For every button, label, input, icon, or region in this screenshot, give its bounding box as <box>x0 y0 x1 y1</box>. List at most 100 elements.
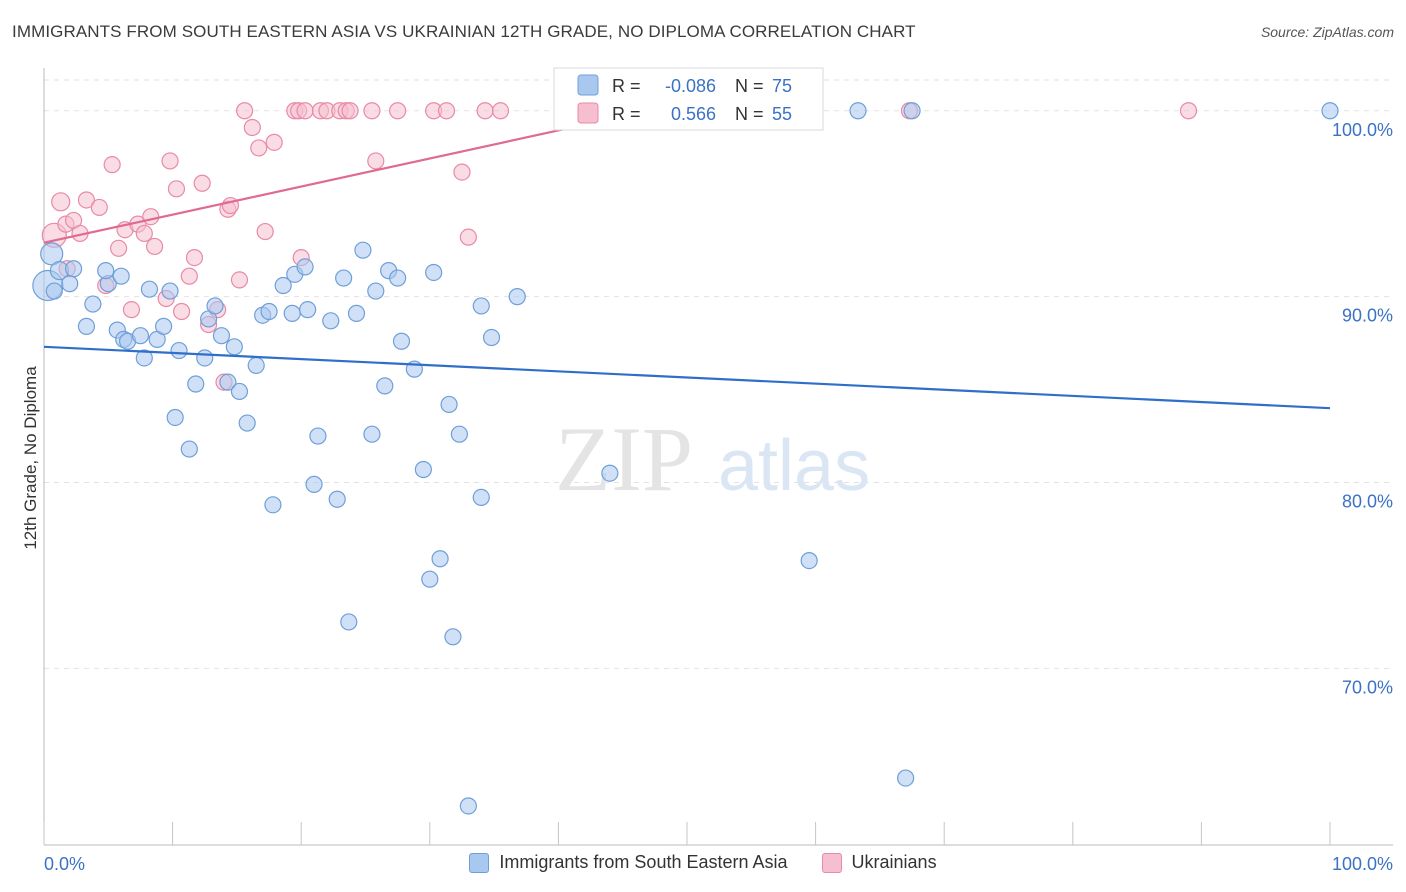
source-label: Source: ZipAtlas.com <box>1260 24 1394 40</box>
x-tick-labels: 0.0% 100.0% <box>44 854 1393 874</box>
legend-label-sea: Immigrants from South Eastern Asia <box>499 852 788 872</box>
ukrainian-point <box>230 271 249 289</box>
legend-item-ukrainians[interactable]: Ukrainians <box>821 852 937 873</box>
watermark-atlas: atlas <box>718 426 870 506</box>
sea-point <box>206 297 224 315</box>
ukrainian-point <box>180 267 198 285</box>
sea-point <box>601 464 619 482</box>
ukrainian-point <box>476 102 494 120</box>
sea-point <box>40 242 64 266</box>
stats-n-label-blue: N = <box>735 76 764 96</box>
ukrainian-point <box>453 163 471 181</box>
stats-r-label-blue: R = <box>612 76 641 96</box>
x-tick-label-min: 0.0% <box>44 854 85 874</box>
sea-point <box>440 395 458 414</box>
sea-point <box>112 267 130 285</box>
sea-point <box>45 282 63 300</box>
sea-point <box>482 328 501 347</box>
sea-point <box>166 408 184 427</box>
sea-point <box>247 356 265 375</box>
sea-point <box>299 301 317 319</box>
ukrainian-point <box>459 228 477 246</box>
sea-point <box>274 276 292 295</box>
grid-lines <box>44 79 1393 669</box>
sea-point <box>347 304 366 322</box>
y-tick-label: 100.0% <box>1332 120 1393 140</box>
ukrainian-point <box>491 102 510 120</box>
ukrainian-point <box>437 102 456 120</box>
sea-point <box>450 425 468 443</box>
stats-r-label-pink: R = <box>612 104 641 124</box>
legend-item-sea[interactable]: Immigrants from South Eastern Asia <box>469 852 788 873</box>
sea-point <box>431 550 449 568</box>
sea-point <box>140 280 159 298</box>
sea-point <box>97 262 115 280</box>
sea-point <box>238 414 256 432</box>
x-tick-marks <box>43 822 1331 845</box>
sea-point <box>800 551 818 570</box>
sea-point <box>309 427 327 445</box>
y-axis-title: 12th Grade, No Diploma <box>21 366 40 550</box>
sea-point <box>903 102 921 120</box>
chart-title: IMMIGRANTS FROM SOUTH EASTERN ASIA VS UK… <box>12 22 916 41</box>
sea-point <box>187 375 205 393</box>
sea-point <box>135 349 153 367</box>
sea-point <box>170 341 188 360</box>
sea-point <box>260 302 278 321</box>
sea-point <box>897 769 915 787</box>
ukrainian-point <box>296 102 314 120</box>
sea-point <box>84 295 102 313</box>
ukrainian-point <box>250 139 268 157</box>
sea-point <box>230 382 249 401</box>
ukrainian-point <box>265 133 283 151</box>
y-tick-label: 90.0% <box>1342 306 1393 326</box>
watermark: ZIP atlas <box>555 408 870 510</box>
sea-point <box>305 475 323 493</box>
sea-point <box>340 613 358 631</box>
ukrainian-point <box>161 152 179 170</box>
ukrainian-point <box>135 224 153 243</box>
trend-lines <box>43 109 1331 410</box>
legend-swatch-blue <box>469 852 490 873</box>
sea-point <box>328 490 346 508</box>
sea-trend-line <box>43 345 1331 410</box>
sea-point <box>849 102 867 120</box>
sea-point <box>225 338 243 356</box>
sea-point <box>219 373 237 391</box>
watermark-zip: ZIP <box>555 408 693 510</box>
stats-legend-box <box>553 67 824 131</box>
ukrainian-trend-line <box>43 109 649 244</box>
sea-point <box>296 258 314 276</box>
y-tick-labels: 70.0% 80.0% 90.0% 100.0% <box>1332 120 1393 698</box>
ukrainian-point <box>367 152 385 170</box>
sea-point <box>212 327 231 345</box>
stats-r-value-pink: 0.566 <box>671 104 716 124</box>
ukrainian-point <box>185 249 204 267</box>
stats-n-value-pink: 55 <box>772 104 792 124</box>
sea-point <box>354 241 372 259</box>
ukrainian-point <box>193 174 211 192</box>
ukrainian-point <box>243 118 261 137</box>
ukrainian-point <box>1179 102 1198 120</box>
sea-point <box>414 460 432 479</box>
x-tick-label-max: 100.0% <box>1332 854 1393 874</box>
sea-point <box>264 496 282 514</box>
ukrainian-point <box>90 198 108 217</box>
sea-point <box>64 260 83 278</box>
axes <box>43 68 1393 846</box>
sea-point <box>283 304 301 322</box>
legend-label-ukrainians: Ukrainians <box>851 852 937 872</box>
ukrainian-point <box>389 102 407 120</box>
bottom-legend: Immigrants from South Eastern Asia Ukrai… <box>0 852 1406 873</box>
legend-swatch-pink <box>821 852 842 873</box>
ukrainian-point <box>77 191 96 209</box>
sea-immigrants-points <box>32 102 1339 815</box>
sea-point <box>421 570 439 588</box>
ukrainian-point <box>145 237 164 256</box>
sea-point <box>322 312 340 330</box>
ukrainian-point <box>256 222 274 241</box>
sea-point <box>389 269 407 287</box>
y-tick-label: 80.0% <box>1342 492 1393 512</box>
sea-point <box>367 282 385 300</box>
